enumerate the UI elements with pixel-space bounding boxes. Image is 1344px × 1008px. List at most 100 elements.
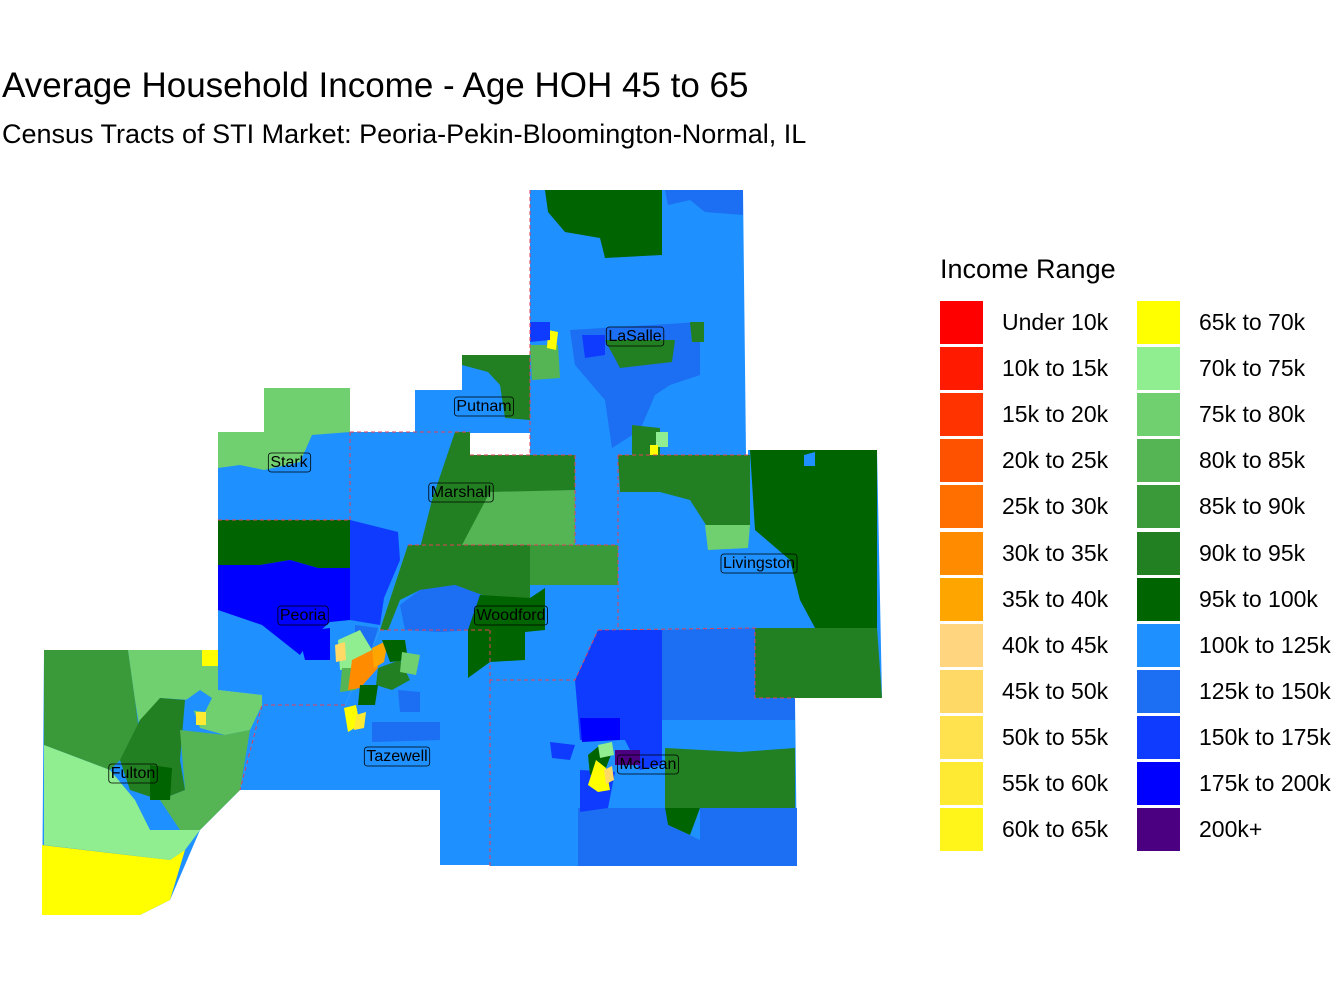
county-label-text: Peoria (280, 607, 326, 624)
county-label-text: LaSalle (608, 328, 661, 345)
tract-patch (705, 525, 750, 550)
legend-item: 90k to 95k (1137, 531, 1344, 577)
legend-label: 70k to 75k (1199, 355, 1306, 382)
tract-patch (462, 355, 530, 420)
legend-label: 40k to 45k (1002, 631, 1109, 658)
tract-patch (380, 545, 530, 630)
legend-item: 70k to 75k (1137, 346, 1344, 392)
tract-patch (582, 335, 605, 358)
tract-patch (382, 640, 408, 662)
legend-swatch (1137, 715, 1180, 759)
legend-label: 100k to 125k (1199, 631, 1331, 658)
legend-label: 175k to 200k (1199, 770, 1331, 796)
legend-item: Under 10k (940, 300, 1150, 346)
legend-label: 15k to 20k (1002, 401, 1109, 428)
tract-patch (656, 432, 668, 447)
tract-patch (804, 452, 815, 466)
tract-patch (604, 766, 614, 784)
legend-label: 75k to 80k (1199, 401, 1306, 428)
tract-patch (354, 712, 366, 730)
legend-item: 95k to 100k (1137, 577, 1344, 623)
legend-label: 45k to 50k (1002, 677, 1109, 704)
county-label-lasalle: LaSalle (605, 326, 665, 347)
county-label-text: Tazewell (366, 748, 427, 765)
legend-swatch (940, 347, 983, 391)
tract-patch (44, 650, 140, 770)
tract-patch (348, 650, 378, 690)
tract-patch (160, 730, 250, 830)
legend-swatch (1137, 301, 1180, 344)
boundary-line (470, 454, 576, 545)
legend-label: 10k to 15k (1002, 355, 1109, 382)
legend-item: 10k to 15k (940, 346, 1150, 392)
boundary-line (597, 627, 795, 699)
tract-patch (665, 190, 743, 215)
county-label-text: Fulton (111, 765, 155, 782)
legend-label: 125k to 150k (1199, 677, 1331, 704)
tract-patch (398, 690, 420, 712)
legend-label: Under 10k (1002, 309, 1109, 335)
county-label-box (605, 326, 665, 347)
legend-item: 60k to 65k (940, 807, 1150, 853)
legend-label: 25k to 30k (1002, 493, 1109, 520)
county-labels: LaSalle Putnam Stark Marshall Livingston Peor… (108, 326, 798, 784)
county-label-box (474, 605, 548, 626)
legend-label: 60k to 65k (1002, 816, 1109, 843)
tract-patch (462, 490, 575, 545)
tract-patch (335, 642, 346, 662)
county-label-box (454, 396, 514, 417)
legend-item: 200k+ (1137, 807, 1344, 853)
tract-patch (128, 650, 262, 735)
county-label-marshall: Marshall (428, 482, 494, 503)
legend-swatch (1137, 393, 1180, 437)
legend-item: 55k to 60k (940, 761, 1150, 807)
county-label-box (428, 482, 494, 503)
legend-swatch (1137, 485, 1180, 529)
county-label-box (617, 754, 679, 775)
tract-patch (218, 520, 350, 568)
legend-swatch (1137, 531, 1180, 575)
county-label-box (277, 605, 329, 626)
tract-patch (530, 545, 618, 585)
county-label-text: Stark (270, 454, 308, 471)
county-label-text: Woodford (476, 607, 545, 624)
tract-patch (690, 322, 704, 342)
legend-item: 50k to 55k (940, 715, 1150, 761)
legend-swatch (1137, 762, 1180, 805)
legend-swatch (1137, 439, 1180, 483)
tract-patch (350, 520, 400, 625)
tract-patch (298, 628, 330, 660)
county-label-peoria: Peoria (277, 605, 329, 626)
tract-patch (618, 455, 750, 528)
legend-label: 35k to 40k (1002, 585, 1109, 612)
tract-patch (598, 742, 614, 758)
tract-patch (202, 650, 218, 666)
legend-swatch (940, 577, 983, 621)
county-label-text: McLean (620, 756, 677, 773)
legend-item: 65k to 70k (1137, 300, 1344, 346)
legend-swatch (940, 623, 983, 667)
legend-item: 100k to 125k (1137, 623, 1344, 669)
tract-patch (588, 760, 610, 792)
tract-patch (615, 750, 640, 765)
county-label-text: Livingston (723, 555, 795, 572)
tract-patch (530, 345, 560, 380)
legend-item: 35k to 40k (940, 577, 1150, 623)
tract-patch (372, 722, 440, 742)
tract-patch (468, 588, 545, 678)
legend-swatch (940, 393, 983, 437)
legend-label: 20k to 25k (1002, 447, 1109, 474)
boundary-line (239, 704, 345, 791)
legend-swatch (1137, 669, 1180, 713)
legend-swatch (940, 808, 983, 852)
legend-swatch (940, 715, 983, 759)
county-label-putnam: Putnam (454, 396, 514, 417)
tract-patch (380, 432, 575, 630)
legend-label: 50k to 55k (1002, 723, 1109, 750)
tract-patch (662, 628, 795, 720)
map-title: Average Household Income - Age HOH 45 to… (2, 66, 749, 105)
tract-patch (400, 585, 482, 632)
legend-item: 20k to 25k (940, 438, 1150, 484)
map-subtitle: Census Tracts of STI Market: Peoria-Peki… (2, 119, 807, 149)
tract-patch (650, 445, 658, 455)
